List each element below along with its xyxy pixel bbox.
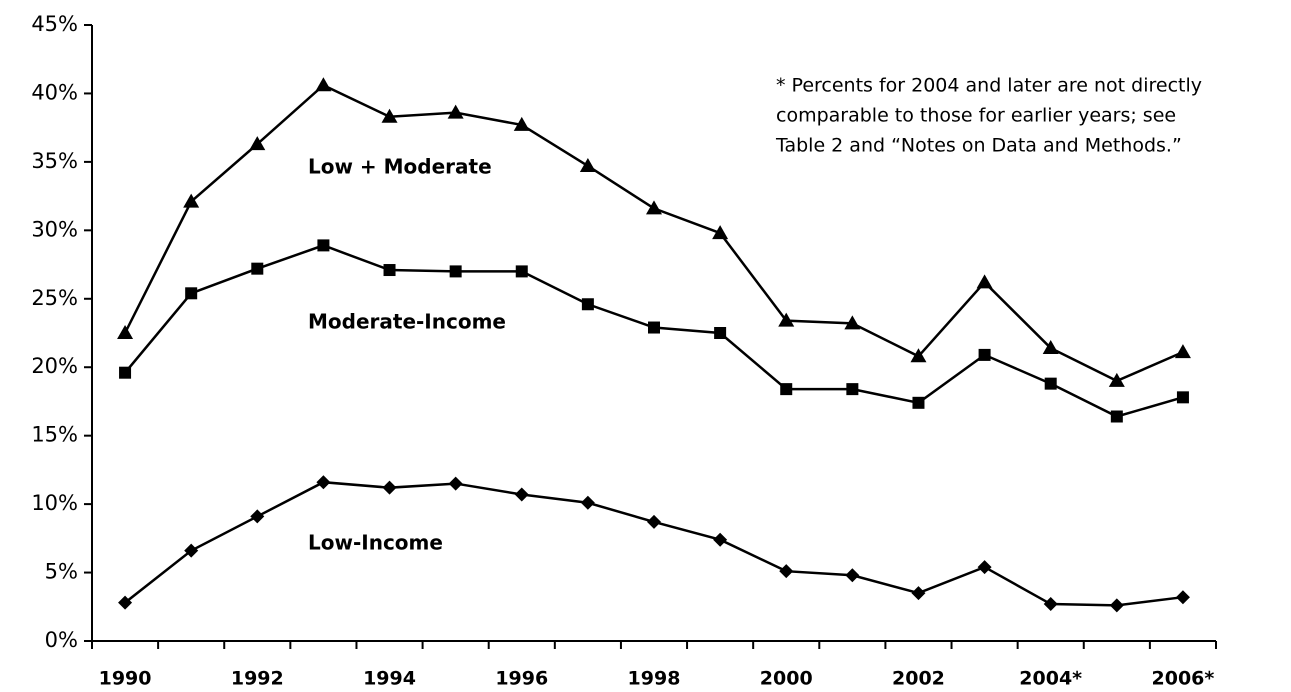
marker <box>977 560 992 575</box>
marker <box>910 348 927 363</box>
series-label: Low-Income <box>308 531 443 555</box>
marker <box>1044 377 1057 390</box>
annotation: Table 2 and “Notes on Data and Methods.” <box>775 135 1182 157</box>
x-tick-label: 2002 <box>892 668 945 690</box>
marker <box>1109 598 1124 613</box>
marker <box>119 366 132 379</box>
series-label: Moderate-Income <box>308 310 506 334</box>
x-tick-label: 1990 <box>99 668 152 690</box>
x-tick-label: 1998 <box>628 668 681 690</box>
marker <box>513 116 530 131</box>
marker <box>976 274 993 289</box>
series-label: Low + Moderate <box>308 155 492 179</box>
marker <box>382 480 397 495</box>
marker <box>846 383 859 396</box>
marker <box>778 312 795 327</box>
series-line <box>124 480 1184 607</box>
annotation: * Percents for 2004 and later are not di… <box>776 75 1202 97</box>
marker <box>1110 410 1123 423</box>
y-tick-label: 35% <box>31 149 78 173</box>
y-tick-label: 5% <box>45 560 78 584</box>
marker <box>978 348 991 361</box>
marker <box>647 514 661 529</box>
marker <box>514 487 529 502</box>
y-tick-label: 45% <box>31 12 78 36</box>
marker <box>844 315 861 330</box>
marker <box>515 265 528 278</box>
marker <box>648 321 660 334</box>
marker <box>251 262 264 275</box>
marker <box>712 225 729 240</box>
y-tick-label: 20% <box>31 354 78 378</box>
y-tick-label: 10% <box>31 491 78 515</box>
marker <box>117 325 134 339</box>
annotation: comparable to those for earlier years; s… <box>776 105 1176 127</box>
marker <box>713 532 728 547</box>
marker <box>449 265 462 278</box>
marker <box>381 108 398 123</box>
marker <box>184 543 199 558</box>
marker <box>779 564 794 579</box>
series-line <box>123 83 1184 383</box>
marker <box>579 157 596 172</box>
marker <box>1043 597 1058 612</box>
marker <box>1108 372 1125 387</box>
marker <box>714 327 727 339</box>
x-tick-label: 2000 <box>760 668 813 690</box>
marker <box>581 298 594 311</box>
marker <box>1042 340 1059 355</box>
marker <box>580 495 595 510</box>
marker <box>1174 344 1191 359</box>
marker <box>183 193 200 208</box>
marker <box>383 264 396 277</box>
x-tick-label: 1992 <box>231 668 284 690</box>
marker <box>185 287 198 300</box>
marker <box>250 509 265 524</box>
marker <box>1176 391 1189 404</box>
y-tick-label: 40% <box>31 80 78 104</box>
marker <box>911 586 926 601</box>
marker <box>315 77 332 92</box>
y-tick-label: 25% <box>31 286 78 310</box>
y-tick-label: 0% <box>45 628 78 652</box>
marker <box>448 476 463 491</box>
x-tick-label: 2004* <box>1019 668 1082 690</box>
x-tick-label: 1994 <box>363 668 416 690</box>
x-tick-label: 1996 <box>495 668 548 690</box>
marker <box>845 568 860 583</box>
marker <box>912 396 925 409</box>
marker <box>118 595 133 610</box>
marker <box>317 239 330 252</box>
marker <box>646 200 662 215</box>
marker <box>249 136 266 151</box>
marker <box>447 104 464 119</box>
y-tick-label: 30% <box>31 217 78 241</box>
marker <box>316 475 331 490</box>
y-tick-label: 15% <box>31 423 78 447</box>
marker <box>1175 590 1190 605</box>
x-tick-label: 2006* <box>1152 668 1215 690</box>
marker <box>780 383 793 396</box>
